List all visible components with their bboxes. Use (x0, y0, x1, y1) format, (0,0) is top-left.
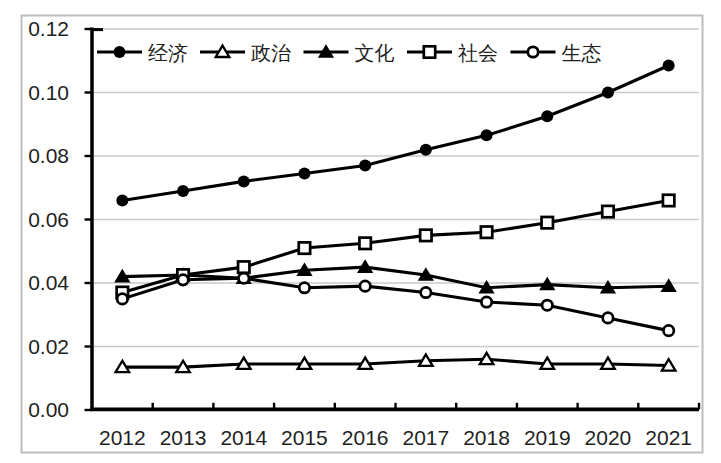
data-point-marker (663, 325, 673, 335)
x-axis-label: 2019 (524, 426, 571, 449)
legend-marker (528, 47, 538, 57)
data-point-marker (541, 110, 553, 122)
x-axis-label: 2016 (342, 426, 389, 449)
data-point-marker (481, 227, 492, 238)
data-point-marker (177, 185, 189, 197)
data-point-marker (542, 217, 553, 228)
legend-marker (114, 46, 126, 58)
data-point-marker (421, 287, 431, 297)
data-point-marker (360, 281, 370, 291)
y-axis-label: 0.08 (28, 144, 69, 167)
x-axis-label: 2017 (402, 426, 449, 449)
data-point-marker (178, 275, 188, 285)
x-axis-label: 2018 (463, 426, 510, 449)
data-point-marker (663, 60, 675, 72)
y-axis-label: 0.04 (28, 271, 69, 294)
data-point-marker (602, 87, 614, 99)
data-point-marker (481, 129, 493, 141)
data-point-marker (481, 297, 491, 307)
x-axis-label: 2013 (160, 426, 207, 449)
y-axis-label: 0.06 (28, 208, 69, 231)
data-point-marker (663, 195, 674, 206)
x-axis-label: 2021 (645, 426, 692, 449)
y-axis-label: 0.00 (28, 398, 69, 421)
x-axis-label: 2012 (99, 426, 146, 449)
legend-label: 经济 (148, 42, 188, 64)
data-point-marker (238, 261, 249, 272)
legend-marker (424, 46, 435, 57)
data-point-marker (298, 167, 310, 179)
data-point-marker (299, 283, 309, 293)
data-point-marker (420, 230, 431, 241)
x-axis-label: 2020 (585, 426, 632, 449)
legend-label: 社会 (458, 42, 498, 64)
data-point-marker (299, 242, 310, 253)
data-point-marker (603, 313, 613, 323)
chart-container: 经济 政治 文化 社会 生态 0.00 0.02 0.04 0.06 0.08 0.10 0.12 20… (0, 0, 721, 463)
data-point-marker (420, 144, 432, 156)
data-point-marker (542, 300, 552, 310)
data-point-marker (359, 238, 370, 249)
y-axis-label: 0.12 (28, 17, 69, 40)
legend-label: 文化 (355, 42, 395, 64)
y-axis-label: 0.02 (28, 335, 69, 358)
x-axis-label: 2015 (281, 426, 328, 449)
data-point-marker (117, 294, 127, 304)
legend-label: 生态 (562, 42, 602, 64)
data-point-marker (602, 206, 613, 217)
legend-label: 政治 (251, 42, 291, 64)
data-point-marker (116, 194, 128, 206)
y-axis-label: 0.10 (28, 81, 69, 104)
data-point-marker (238, 175, 250, 187)
x-axis-label: 2014 (220, 426, 267, 449)
line-chart: 经济 政治 文化 社会 生态 0.00 0.02 0.04 0.06 0.08 0.10 0.12 20… (0, 0, 721, 463)
chart-outer-border (22, 16, 703, 453)
data-point-marker (239, 273, 249, 283)
data-point-marker (359, 160, 371, 172)
